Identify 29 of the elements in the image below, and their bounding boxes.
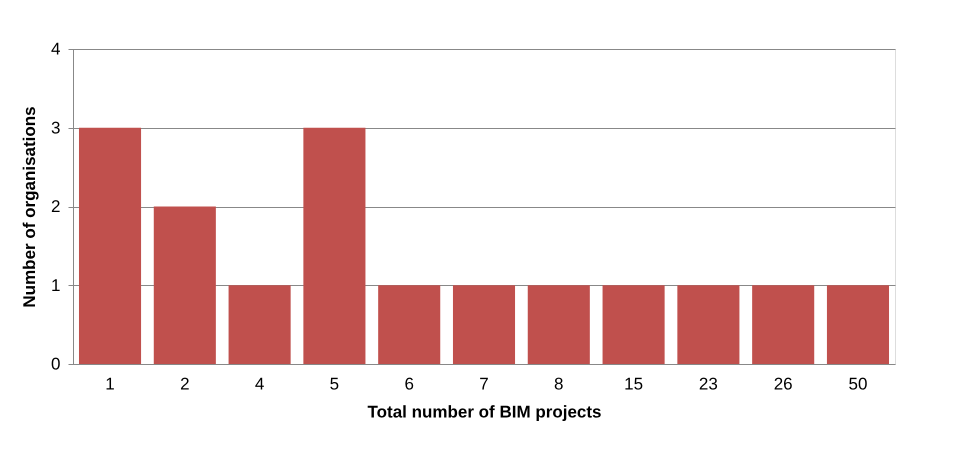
bar [602, 285, 665, 364]
bar [78, 128, 142, 364]
bar [378, 285, 440, 364]
y-tick-label: 1 [51, 276, 60, 295]
y-tick-label: 2 [51, 197, 60, 216]
x-tick-label: 2 [180, 374, 190, 394]
y-axis-title: Number of organisations [20, 106, 40, 308]
x-tick-label: 8 [554, 374, 564, 394]
x-tick-label: 7 [479, 374, 489, 394]
x-tick-label: 50 [848, 374, 868, 394]
y-tick-label: 0 [51, 354, 60, 374]
y-tick-label: 3 [51, 118, 60, 138]
x-tick-label: 1 [105, 374, 115, 394]
bar [752, 285, 814, 364]
bar [452, 285, 516, 364]
x-tick-label: 15 [624, 374, 644, 394]
x-tick-label: 4 [254, 374, 264, 394]
x-tick-label: 23 [698, 374, 718, 394]
bar [303, 128, 366, 364]
bar [228, 285, 291, 364]
x-tick-label: 6 [404, 374, 414, 394]
y-tick-label: 4 [51, 40, 60, 58]
bar [528, 285, 590, 364]
x-tick-label: 26 [774, 374, 793, 394]
bar [154, 206, 216, 364]
bar [826, 285, 890, 364]
bar [677, 285, 740, 364]
x-axis-title: Total number of BIM projects [368, 402, 602, 422]
x-tick-label: 5 [330, 374, 340, 394]
